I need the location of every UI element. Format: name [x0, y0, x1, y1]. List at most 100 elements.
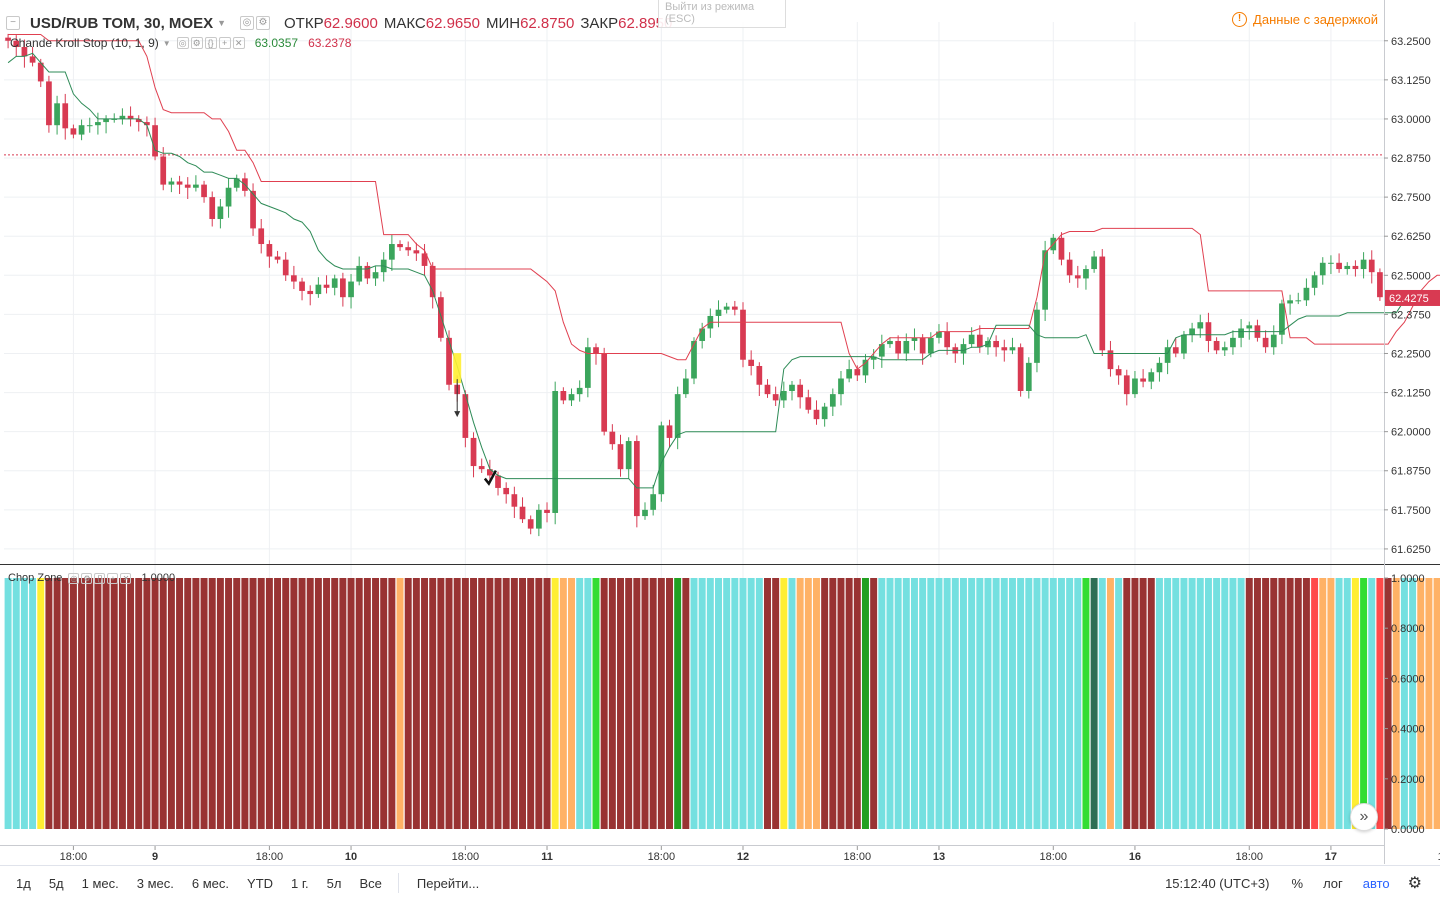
timeframe-3m[interactable]: 3 мес.: [136, 875, 174, 891]
gear-icon[interactable]: ⚙: [190, 37, 203, 49]
candle-body[interactable]: [740, 309, 746, 360]
candle-body[interactable]: [348, 281, 354, 298]
candle-body[interactable]: [54, 103, 60, 126]
candle-body[interactable]: [233, 178, 240, 188]
candle-body[interactable]: [805, 397, 812, 410]
candle-body[interactable]: [307, 290, 314, 295]
candle-body[interactable]: [1319, 262, 1326, 276]
candle-body[interactable]: [936, 331, 942, 338]
timeframe-5d[interactable]: 5д: [48, 875, 64, 891]
candle-body[interactable]: [960, 344, 967, 354]
candle-body[interactable]: [813, 409, 820, 420]
candle-body[interactable]: [1303, 287, 1310, 301]
candle-body[interactable]: [446, 337, 452, 385]
eye-icon[interactable]: ◎: [68, 572, 80, 584]
candle-body[interactable]: [127, 115, 134, 119]
source-icon[interactable]: {}: [94, 572, 106, 584]
symbol-title[interactable]: USD/RUB TOM, 30, MOEX: [30, 14, 214, 32]
candle-body[interactable]: [1074, 275, 1081, 279]
log-toggle[interactable]: лог: [1323, 875, 1343, 891]
candle-body[interactable]: [772, 394, 779, 401]
candle-body[interactable]: [993, 340, 999, 348]
candle-body[interactable]: [887, 340, 893, 345]
candle-body[interactable]: [1189, 328, 1195, 335]
candle-body[interactable]: [29, 56, 36, 63]
candle-body[interactable]: [503, 487, 510, 495]
candle-body[interactable]: [315, 284, 322, 295]
candle-body[interactable]: [144, 122, 150, 126]
candle-body[interactable]: [511, 494, 518, 507]
candle-body[interactable]: [340, 278, 346, 298]
candle-body[interactable]: [21, 47, 28, 57]
eye-icon[interactable]: ◎: [176, 37, 189, 49]
candle-body[interactable]: [944, 331, 950, 348]
candle-body[interactable]: [568, 394, 575, 401]
candle-body[interactable]: [397, 244, 403, 248]
scroll-to-realtime-button[interactable]: »: [1350, 803, 1378, 831]
timeframe-1d[interactable]: 1д: [16, 875, 31, 891]
candle-body[interactable]: [1148, 372, 1155, 382]
candle-body[interactable]: [413, 250, 420, 254]
candle-body[interactable]: [919, 337, 926, 354]
candle-body[interactable]: [1123, 375, 1130, 395]
close-icon[interactable]: ✕: [120, 572, 132, 584]
candle-body[interactable]: [1132, 378, 1138, 395]
candle-body[interactable]: [429, 265, 436, 298]
candle-body[interactable]: [282, 259, 289, 276]
candle-body[interactable]: [1172, 347, 1179, 354]
candle-body[interactable]: [1181, 334, 1187, 354]
candle-body[interactable]: [560, 391, 567, 401]
candle-body[interactable]: [217, 206, 224, 220]
candle-body[interactable]: [584, 347, 591, 388]
candle-body[interactable]: [1270, 334, 1277, 348]
candle-body[interactable]: [838, 378, 844, 395]
candle-body[interactable]: [184, 184, 191, 188]
candle-body[interactable]: [266, 244, 273, 257]
eye-icon[interactable]: ◎: [240, 16, 255, 30]
timeframe-ytd[interactable]: YTD: [247, 875, 274, 891]
candle-body[interactable]: [1311, 275, 1318, 288]
candle-body[interactable]: [258, 228, 265, 245]
candle-body[interactable]: [1377, 272, 1383, 298]
candle-body[interactable]: [527, 519, 534, 529]
candle-body[interactable]: [748, 359, 755, 366]
gear-icon[interactable]: ⚙: [81, 572, 93, 584]
candle-body[interactable]: [911, 337, 918, 341]
candle-body[interactable]: [715, 309, 722, 316]
candle-body[interactable]: [119, 115, 126, 119]
candle-body[interactable]: [103, 118, 109, 123]
candle-body[interactable]: [535, 509, 542, 529]
candle-body[interactable]: [1205, 322, 1212, 341]
candle-body[interactable]: [895, 340, 901, 354]
candle-body[interactable]: [13, 40, 20, 48]
candle-body[interactable]: [1042, 250, 1048, 310]
candle-body[interactable]: [854, 369, 861, 376]
timeframe-1y[interactable]: 1 г.: [291, 875, 309, 891]
delayed-data-notice[interactable]: ! Данные с задержкой: [1232, 12, 1378, 27]
timeframe-6m[interactable]: 6 мес.: [191, 875, 230, 891]
candle-body[interactable]: [193, 184, 199, 188]
timeframe-5y[interactable]: 5л: [326, 875, 342, 891]
candle-body[interactable]: [691, 340, 697, 379]
percent-toggle[interactable]: %: [1291, 875, 1304, 891]
candle-body[interactable]: [1107, 350, 1114, 370]
candle-body[interactable]: [495, 475, 501, 488]
goto-date-button[interactable]: Перейти...: [416, 875, 480, 891]
candle-body[interactable]: [699, 328, 706, 341]
candle-body[interactable]: [682, 378, 689, 395]
candle-body[interactable]: [462, 394, 469, 438]
candle-body[interactable]: [291, 275, 297, 282]
candle-body[interactable]: [111, 118, 118, 120]
candle-body[interactable]: [797, 384, 804, 398]
candle-body[interactable]: [633, 441, 640, 517]
candle-body[interactable]: [86, 125, 93, 127]
candle-body[interactable]: [168, 181, 175, 185]
candle-body[interactable]: [209, 197, 216, 220]
candle-body[interactable]: [478, 466, 485, 470]
candle-body[interactable]: [658, 425, 665, 495]
candle-body[interactable]: [1001, 347, 1008, 351]
candle-body[interactable]: [1221, 347, 1228, 351]
timeframe-1m[interactable]: 1 мес.: [81, 875, 119, 891]
candle-body[interactable]: [780, 391, 787, 401]
candle-body[interactable]: [405, 247, 412, 251]
